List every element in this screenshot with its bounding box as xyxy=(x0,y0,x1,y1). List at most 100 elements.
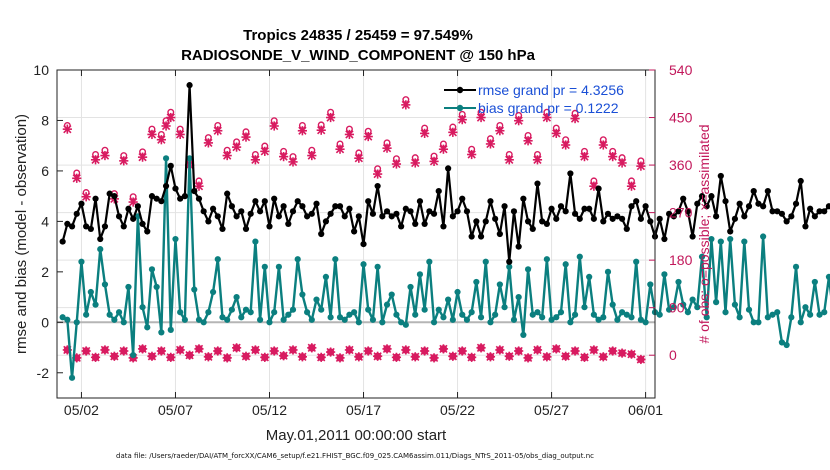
obs-bottom-x-56 xyxy=(589,345,599,355)
series-1-point-156 xyxy=(792,263,800,270)
series-1-point-128 xyxy=(661,271,668,278)
series-1-point-43 xyxy=(261,263,268,270)
obs-assimilated-marker-28 xyxy=(316,125,326,135)
obs-bottom-x-6 xyxy=(119,346,129,356)
obs-bottom-x-54 xyxy=(570,346,580,356)
legend-bias-marker xyxy=(456,104,464,112)
series-1-point-155 xyxy=(788,314,795,321)
data-file-footer: data file: /Users/raeder/DAI/ATM_forcXX/… xyxy=(116,452,594,460)
series-0-point-132 xyxy=(680,195,687,202)
series-0-point-54 xyxy=(313,200,320,207)
series-0-point-13 xyxy=(120,223,127,230)
obs-bottom-x-60 xyxy=(626,349,637,359)
series-1-point-36 xyxy=(228,306,235,313)
series-1-point-80 xyxy=(435,306,442,313)
obs-assimilated-marker-53 xyxy=(551,128,561,138)
series-1-point-74 xyxy=(407,283,414,291)
y2-axis-label: # of obs: o=possible; ×=assimilated xyxy=(696,124,712,343)
series-1-point-104 xyxy=(548,316,555,323)
series-1-point-72 xyxy=(398,319,405,326)
series-1-point-158 xyxy=(802,304,809,311)
y2-tick-label-4: 360 xyxy=(669,157,693,173)
series-1-point-141 xyxy=(722,309,729,316)
series-1-point-99 xyxy=(524,266,532,273)
series-1-point-66 xyxy=(369,316,377,323)
series-1-point-149 xyxy=(760,233,767,240)
series-0-point-103 xyxy=(543,220,550,228)
obs-assimilated-marker-56 xyxy=(579,152,590,162)
series-1-point-136 xyxy=(698,253,706,260)
series-1-point-120 xyxy=(623,311,630,318)
obs-bottom-x-37 xyxy=(410,352,420,362)
series-1-point-17 xyxy=(139,304,146,311)
obs-bottom-x-11 xyxy=(166,352,176,362)
series-0-point-63 xyxy=(355,213,362,220)
obs-assimilated-marker-52 xyxy=(542,112,552,123)
obs-bottom-x-5 xyxy=(109,351,119,361)
series-0-point-91 xyxy=(487,198,494,205)
series-0-point-16 xyxy=(134,203,141,210)
series-0-point-147 xyxy=(750,188,757,195)
series-0-point-61 xyxy=(346,205,353,212)
series-0-point-88 xyxy=(473,218,480,225)
series-1-point-142 xyxy=(727,235,734,243)
series-0-point-34 xyxy=(219,225,226,233)
series-0-point-68 xyxy=(379,213,386,220)
series-0-point-22 xyxy=(162,182,170,190)
series-0-point-55 xyxy=(318,230,325,238)
obs-bottom-x-48 xyxy=(514,346,524,356)
obs-assimilated-marker-17 xyxy=(213,126,223,136)
series-0-point-141 xyxy=(722,198,729,205)
obs-assimilated-marker-47 xyxy=(495,126,505,136)
series-1-point-47 xyxy=(280,316,287,323)
series-0-point-43 xyxy=(261,198,268,205)
series-0-point-2 xyxy=(68,223,76,230)
series-1-point-107 xyxy=(562,261,569,268)
series-0-point-152 xyxy=(774,208,781,215)
obs-assimilated-marker-21 xyxy=(250,155,260,165)
series-0-point-79 xyxy=(430,210,438,217)
series-0-point-97 xyxy=(515,243,522,250)
series-1-point-59 xyxy=(336,314,344,321)
obs-bottom-x-50 xyxy=(532,345,543,355)
series-0-point-5 xyxy=(83,223,90,230)
series-0-point-116 xyxy=(604,210,612,217)
series-1-point-98 xyxy=(520,331,527,339)
series-0-point-160 xyxy=(811,213,818,220)
series-1-point-110 xyxy=(576,253,583,260)
obs-bottom-x-46 xyxy=(495,345,505,355)
series-1-point-129 xyxy=(666,306,673,313)
series-0-point-130 xyxy=(670,213,677,220)
series-0-point-73 xyxy=(402,205,409,212)
series-0-point-159 xyxy=(807,205,814,212)
obs-assimilated-marker-11 xyxy=(161,121,171,131)
series-0-point-65 xyxy=(365,198,372,205)
obs-bottom-x-21 xyxy=(260,352,270,362)
series-1-point-46 xyxy=(275,263,282,270)
obs-bottom-x-19 xyxy=(241,351,251,361)
series-1-point-34 xyxy=(219,314,226,321)
series-0-line xyxy=(61,84,830,263)
axis-ticks: 05/02 05/07 05/12 05/17 05/22 05/27 06/01 -2 0 2 4… xyxy=(33,62,692,418)
series-1-point-0 xyxy=(59,314,66,321)
obs-assimilated-marker-19 xyxy=(231,142,242,152)
series-1-point-1 xyxy=(64,316,71,323)
series-1-point-119 xyxy=(618,309,626,316)
series-1-point-33 xyxy=(214,256,221,263)
obs-assimilated-marker-58 xyxy=(598,140,608,150)
series-0-point-30 xyxy=(200,208,207,215)
series-0-point-36 xyxy=(228,203,235,210)
obs-bottom-x-42 xyxy=(457,346,467,356)
series-0-point-151 xyxy=(769,208,776,215)
series-0-point-114 xyxy=(595,185,602,192)
obs-bottom-x-47 xyxy=(504,351,514,361)
series-1-point-29 xyxy=(195,316,203,323)
y-tick-label-6: 10 xyxy=(33,62,49,78)
series-1-point-117 xyxy=(609,301,616,308)
series-0-point-115 xyxy=(600,218,607,225)
series-1-point-148 xyxy=(755,319,762,326)
series-1-point-93 xyxy=(496,281,503,288)
series-0-point-102 xyxy=(539,218,546,225)
series-1-point-78 xyxy=(426,258,433,265)
series-1-point-70 xyxy=(388,291,395,298)
